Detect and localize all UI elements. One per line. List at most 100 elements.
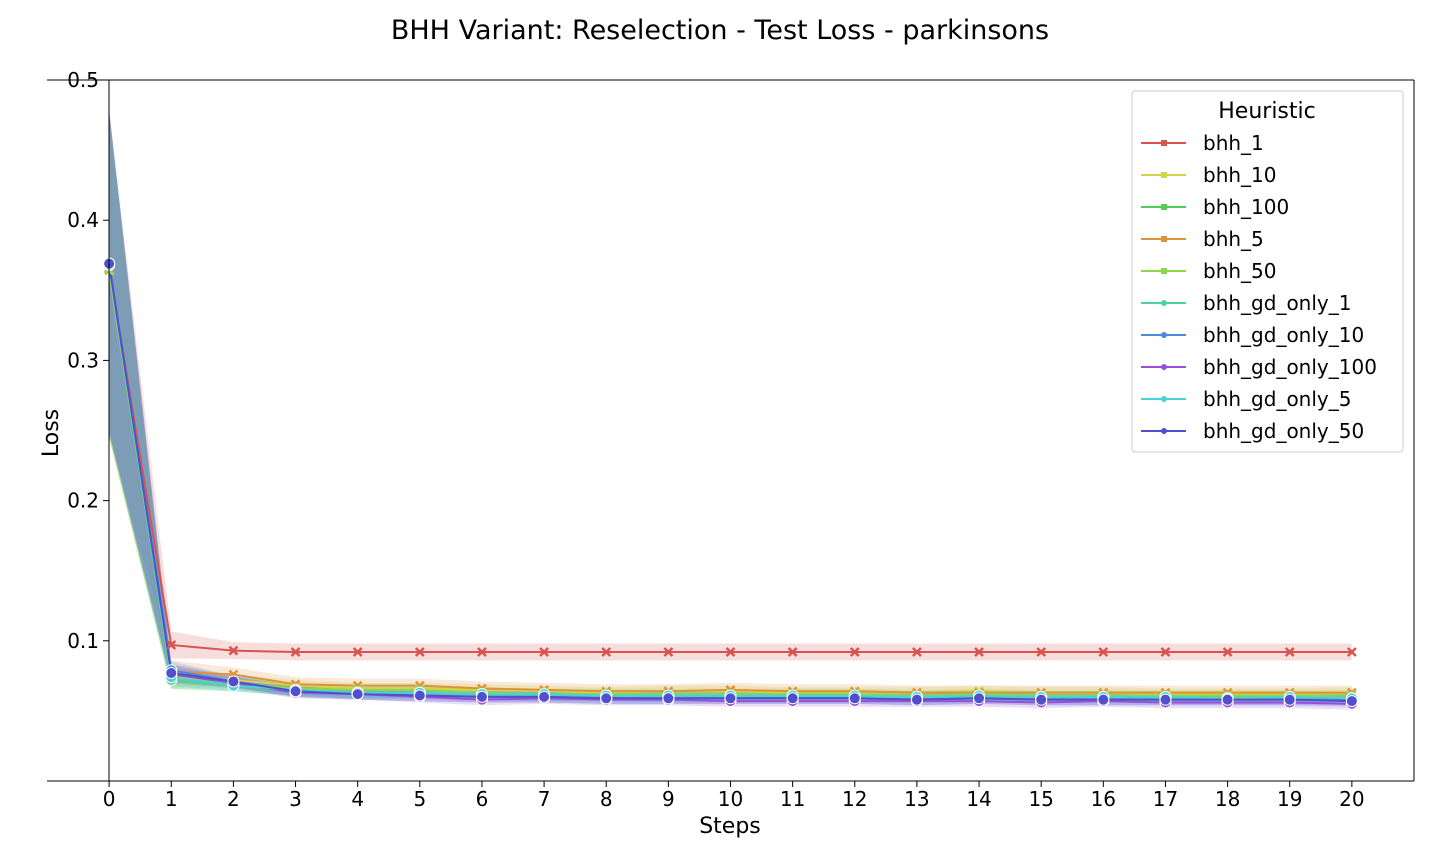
legend-item-bhh-gd-only-1: bhh_gd_only_1: [1141, 291, 1351, 315]
point-bhh-gd-only-50: [165, 667, 178, 680]
y-tick-label: 0.5: [67, 68, 99, 92]
legend-label: bhh_gd_only_10: [1203, 323, 1364, 347]
y-tick-label: 0.4: [67, 208, 99, 232]
point-bhh-1: [725, 647, 736, 657]
point-bhh-gd-only-50: [973, 692, 986, 705]
point-bhh-gd-only-50: [724, 692, 737, 705]
point-bhh-1: [1036, 647, 1047, 657]
point-bhh-gd-only-50: [662, 692, 675, 705]
legend-marker: [1161, 140, 1167, 146]
point-bhh-1: [601, 647, 612, 657]
legend-marker: [1161, 332, 1167, 338]
point-bhh-1: [166, 640, 177, 650]
y-ticks: 0.1 0.2 0.3 0.4 0.5: [67, 68, 109, 653]
point-bhh-gd-only-50: [848, 692, 861, 705]
legend-item-bhh-10: bhh_10: [1141, 163, 1277, 187]
series-markers: [103, 257, 1358, 710]
point-bhh-1: [1222, 647, 1233, 657]
x-tick-label: 13: [904, 787, 929, 811]
x-tick-label: 0: [103, 787, 116, 811]
point-bhh-gd-only-50: [227, 675, 240, 688]
x-tick-label: 12: [842, 787, 867, 811]
legend-label: bhh_50: [1203, 259, 1277, 283]
point-bhh-gd-only-50: [1221, 693, 1234, 706]
x-tick-label: 14: [966, 787, 991, 811]
point-bhh-gd-only-50: [910, 693, 923, 706]
legend-marker: [1161, 396, 1167, 402]
point-bhh-gd-only-50: [351, 688, 364, 701]
point-bhh-gd-only-50: [786, 692, 799, 705]
point-bhh-1: [477, 647, 487, 657]
point-bhh-1: [912, 647, 922, 657]
x-tick-label: 11: [780, 787, 805, 811]
legend-item-bhh-gd-only-10: bhh_gd_only_10: [1141, 323, 1364, 347]
legend-label: bhh_gd_only_1: [1203, 291, 1351, 315]
legend-item-bhh-gd-only-50: bhh_gd_only_50: [1141, 419, 1364, 443]
legend-label: bhh_100: [1203, 195, 1289, 219]
point-bhh-gd-only-50: [1345, 695, 1358, 708]
y-tick-label: 0.2: [67, 489, 99, 513]
point-bhh-1: [228, 645, 239, 656]
legend-item-bhh-100: bhh_100: [1141, 195, 1289, 219]
point-bhh-gd-only-50: [413, 689, 426, 702]
point-bhh-gd-only-50: [475, 690, 488, 703]
point-bhh-1: [414, 647, 425, 657]
legend-item-bhh-gd-only-100: bhh_gd_only_100: [1141, 355, 1377, 379]
point-bhh-1: [1098, 647, 1109, 657]
legend-label: bhh_10: [1203, 163, 1277, 187]
x-tick-label: 18: [1215, 787, 1240, 811]
legend-title: Heuristic: [1218, 99, 1315, 124]
point-bhh-1: [1160, 647, 1171, 657]
x-tick-label: 6: [476, 787, 489, 811]
point-bhh-1: [974, 647, 984, 657]
point-bhh-1: [1346, 647, 1357, 657]
x-tick-label: 5: [413, 787, 426, 811]
point-bhh-1: [663, 647, 674, 657]
point-bhh-gd-only-50: [1283, 693, 1296, 706]
point-bhh-1: [1284, 647, 1295, 657]
point-bhh-gd-only-50: [1159, 693, 1172, 706]
point-bhh-1: [787, 647, 798, 657]
legend-marker: [1161, 364, 1167, 370]
point-bhh-gd-only-50: [600, 692, 613, 705]
x-tick-label: 2: [227, 787, 240, 811]
point-bhh-1: [352, 647, 363, 657]
y-axis-title: Loss: [39, 409, 64, 457]
legend-marker: [1161, 204, 1167, 210]
x-tick-label: 17: [1153, 787, 1178, 811]
x-tick-label: 20: [1339, 787, 1364, 811]
legend-label: bhh_5: [1203, 227, 1264, 251]
point-bhh-1: [849, 647, 860, 657]
point-bhh-gd-only-50: [289, 685, 302, 698]
legend-label: bhh_gd_only_50: [1203, 419, 1364, 443]
legend-marker: [1161, 268, 1167, 274]
x-tick-label: 4: [351, 787, 364, 811]
x-tick-label: 7: [538, 787, 551, 811]
point-bhh-1: [539, 647, 549, 657]
x-tick-label: 9: [662, 787, 675, 811]
point-bhh-gd-only-50: [1035, 693, 1048, 706]
legend-item-bhh-5: bhh_5: [1141, 227, 1264, 251]
x-axis-title: Steps: [699, 814, 761, 839]
legend-label: bhh_gd_only_100: [1203, 355, 1377, 379]
chart-title: BHH Variant: Reselection - Test Loss - p…: [391, 15, 1049, 46]
x-tick-label: 1: [165, 787, 178, 811]
y-tick-label: 0.3: [67, 348, 99, 372]
x-ticks: 0 1 2 3 4 5 6 7 8 9 10 11 12 13 14 15 16 17 18 19 20: [103, 781, 1365, 811]
x-tick-label: 10: [718, 787, 743, 811]
x-tick-label: 19: [1277, 787, 1302, 811]
y-tick-label: 0.1: [67, 629, 99, 653]
point-bhh-gd-only-50: [1097, 693, 1110, 706]
legend-label: bhh_gd_only_5: [1203, 387, 1351, 411]
x-tick-label: 16: [1091, 787, 1116, 811]
x-tick-label: 15: [1028, 787, 1053, 811]
legend-item-bhh-50: bhh_50: [1141, 259, 1277, 283]
legend-marker: [1161, 236, 1167, 242]
legend-box: [1131, 90, 1404, 453]
point-bhh-1: [290, 647, 301, 657]
legend-label: bhh_1: [1203, 131, 1264, 155]
legend-marker: [1161, 172, 1167, 178]
legend-item-bhh-1: bhh_1: [1141, 131, 1264, 155]
point-bhh-gd-only-50: [538, 690, 551, 703]
